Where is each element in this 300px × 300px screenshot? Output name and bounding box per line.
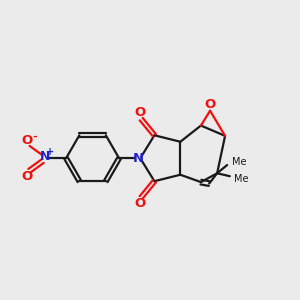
Text: -: - — [32, 131, 37, 142]
Text: O: O — [134, 197, 145, 210]
Text: O: O — [22, 134, 33, 147]
Text: O: O — [134, 106, 145, 119]
Text: O: O — [22, 170, 33, 183]
Text: Me: Me — [232, 157, 247, 167]
Text: O: O — [204, 98, 216, 111]
Text: N: N — [40, 150, 50, 163]
Text: +: + — [46, 147, 54, 157]
Text: N: N — [133, 152, 144, 165]
Text: Me: Me — [234, 174, 249, 184]
